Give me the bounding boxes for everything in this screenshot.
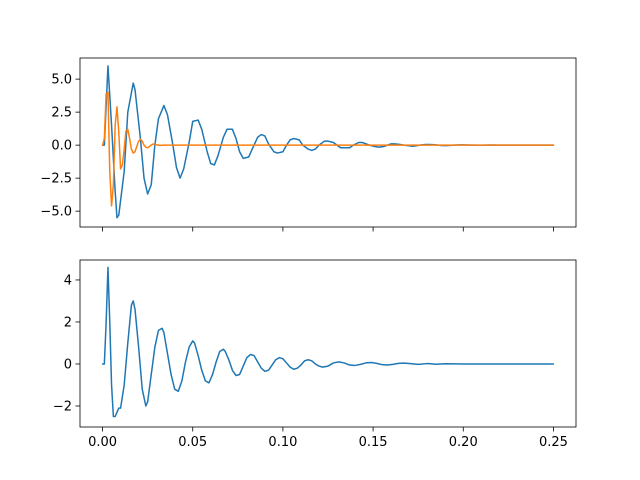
x-tick-label: 0.15 [359,435,388,450]
y-tick-label: −2.5 [40,172,72,187]
y-tick-label: 5.0 [51,73,72,88]
x-tick-label: 0.20 [449,435,478,450]
x-tick-label: 0.05 [178,435,207,450]
x-tick-label: 0.00 [88,435,117,450]
axes-frame [79,57,577,228]
bottom-subplot: 0.00 0.05 0.10 0.15 0.20 0.25 −2 0 2 4 [53,259,577,450]
y-tick-label: 2.5 [51,106,72,121]
y-tick-label: 4 [64,273,72,288]
series-line-2 [101,91,555,207]
y-tick-label: 2 [64,315,72,330]
x-tick-label: 0.10 [268,435,297,450]
y-tick-label: −2 [53,399,72,414]
y-tick-label: −5.0 [40,205,72,220]
y-tick-label: 0 [64,357,72,372]
series-line-1 [101,266,555,418]
y-tick-label: 0.0 [51,139,72,154]
top-subplot: −5.0 −2.5 0.0 2.5 5.0 [40,57,577,232]
x-tick-label: 0.25 [539,435,568,450]
axes-frame [79,259,577,428]
